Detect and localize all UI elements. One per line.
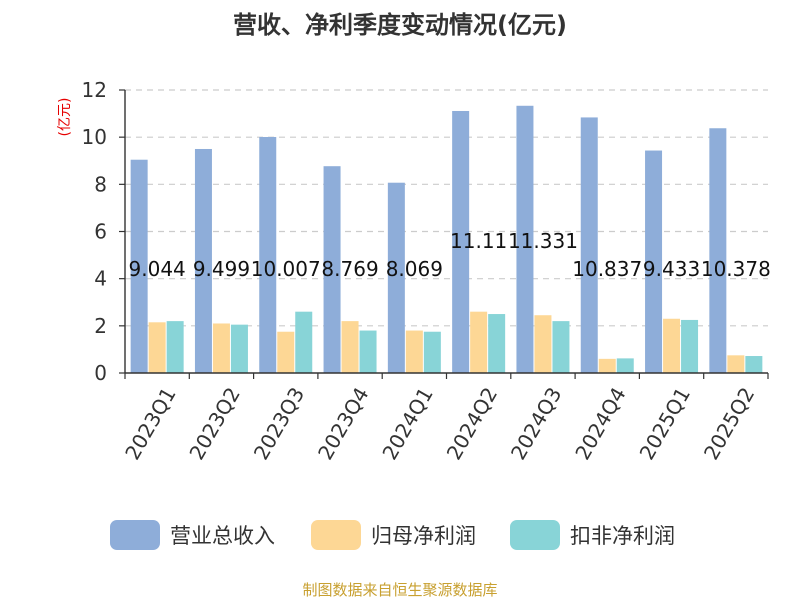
data-label: 10.837	[572, 257, 642, 281]
bar-net-profit	[598, 358, 616, 373]
data-label: 10.378	[701, 257, 771, 281]
bar-net-profit	[405, 330, 423, 373]
bar-deducted-net-profit	[681, 319, 699, 373]
y-axis-label: (亿元)	[57, 98, 73, 137]
bar-net-profit	[212, 323, 230, 373]
bar-revenue	[130, 159, 148, 373]
bar-deducted-net-profit	[616, 358, 634, 373]
bar-net-profit	[534, 315, 552, 373]
legend-label[interactable]: 营业总收入	[170, 524, 275, 548]
bar-net-profit	[470, 311, 488, 373]
data-label: 11.331	[508, 229, 578, 253]
x-tick-label: 2024Q2	[442, 383, 502, 464]
bar-deducted-net-profit	[488, 314, 506, 373]
x-tick-label: 2024Q3	[506, 383, 566, 464]
x-tick-label: 2025Q1	[635, 383, 695, 464]
x-tick-label: 2023Q3	[249, 383, 309, 464]
x-tick-label: 2025Q2	[699, 383, 759, 464]
bar-deducted-net-profit	[359, 330, 377, 373]
bar-revenue	[580, 117, 598, 373]
x-tick-label: 2023Q4	[313, 383, 373, 464]
data-label: 11.11	[450, 229, 507, 253]
y-tick-label: 6	[94, 220, 107, 244]
y-tick-label: 0	[94, 361, 107, 385]
y-tick-label: 10	[82, 125, 107, 149]
legend-swatch[interactable]	[110, 520, 160, 550]
y-tick-label: 2	[94, 314, 107, 338]
bar-deducted-net-profit	[295, 311, 313, 373]
bar-revenue	[516, 105, 534, 373]
chart-title: 营收、净利季度变动情况(亿元)	[233, 11, 567, 39]
data-label: 8.069	[386, 257, 443, 281]
bar-deducted-net-profit	[166, 321, 184, 373]
legend-label[interactable]: 扣非净利润	[570, 524, 675, 548]
x-tick-label: 2024Q4	[570, 383, 630, 464]
data-label: 8.769	[321, 257, 378, 281]
data-labels: 9.044 9.499 10.007 8.769 8.069 11.11 11.331 10.…	[129, 229, 771, 281]
bar-revenue	[259, 137, 277, 373]
legend-swatch[interactable]	[311, 520, 361, 550]
bar-net-profit	[341, 321, 359, 373]
bar-net-profit	[727, 355, 745, 373]
x-tick-label: 2023Q1	[120, 383, 180, 464]
bar-revenue	[387, 182, 405, 373]
data-label: 9.499	[193, 257, 250, 281]
legend-swatch[interactable]	[510, 520, 560, 550]
bar-deducted-net-profit	[230, 324, 248, 373]
bar-deducted-net-profit	[745, 356, 763, 373]
bars	[130, 105, 763, 373]
y-tick-label: 8	[94, 172, 107, 196]
bar-deducted-net-profit	[423, 331, 441, 373]
y-tick-label: 4	[94, 267, 107, 291]
x-tick-label: 2023Q2	[184, 383, 244, 464]
source-note: 制图数据来自恒生聚源数据库	[302, 581, 497, 599]
bar-revenue	[709, 128, 727, 373]
y-tick-label: 12	[82, 78, 107, 102]
bar-net-profit	[148, 322, 166, 373]
x-tick-label: 2024Q1	[377, 383, 437, 464]
legend-label[interactable]: 归母净利润	[371, 524, 476, 548]
legend[interactable]: 营业总收入 归母净利润 扣非净利润	[110, 520, 675, 550]
bar-net-profit	[277, 331, 295, 373]
bar-revenue	[323, 166, 341, 373]
bar-deducted-net-profit	[552, 321, 570, 373]
bar-revenue	[194, 148, 212, 373]
data-label: 9.044	[129, 257, 186, 281]
bar-net-profit	[663, 318, 681, 373]
bar-revenue	[645, 150, 663, 373]
data-label: 10.007	[251, 257, 321, 281]
bar-revenue	[452, 110, 470, 373]
grid-lines	[125, 89, 768, 327]
data-label: 9.433	[643, 257, 700, 281]
